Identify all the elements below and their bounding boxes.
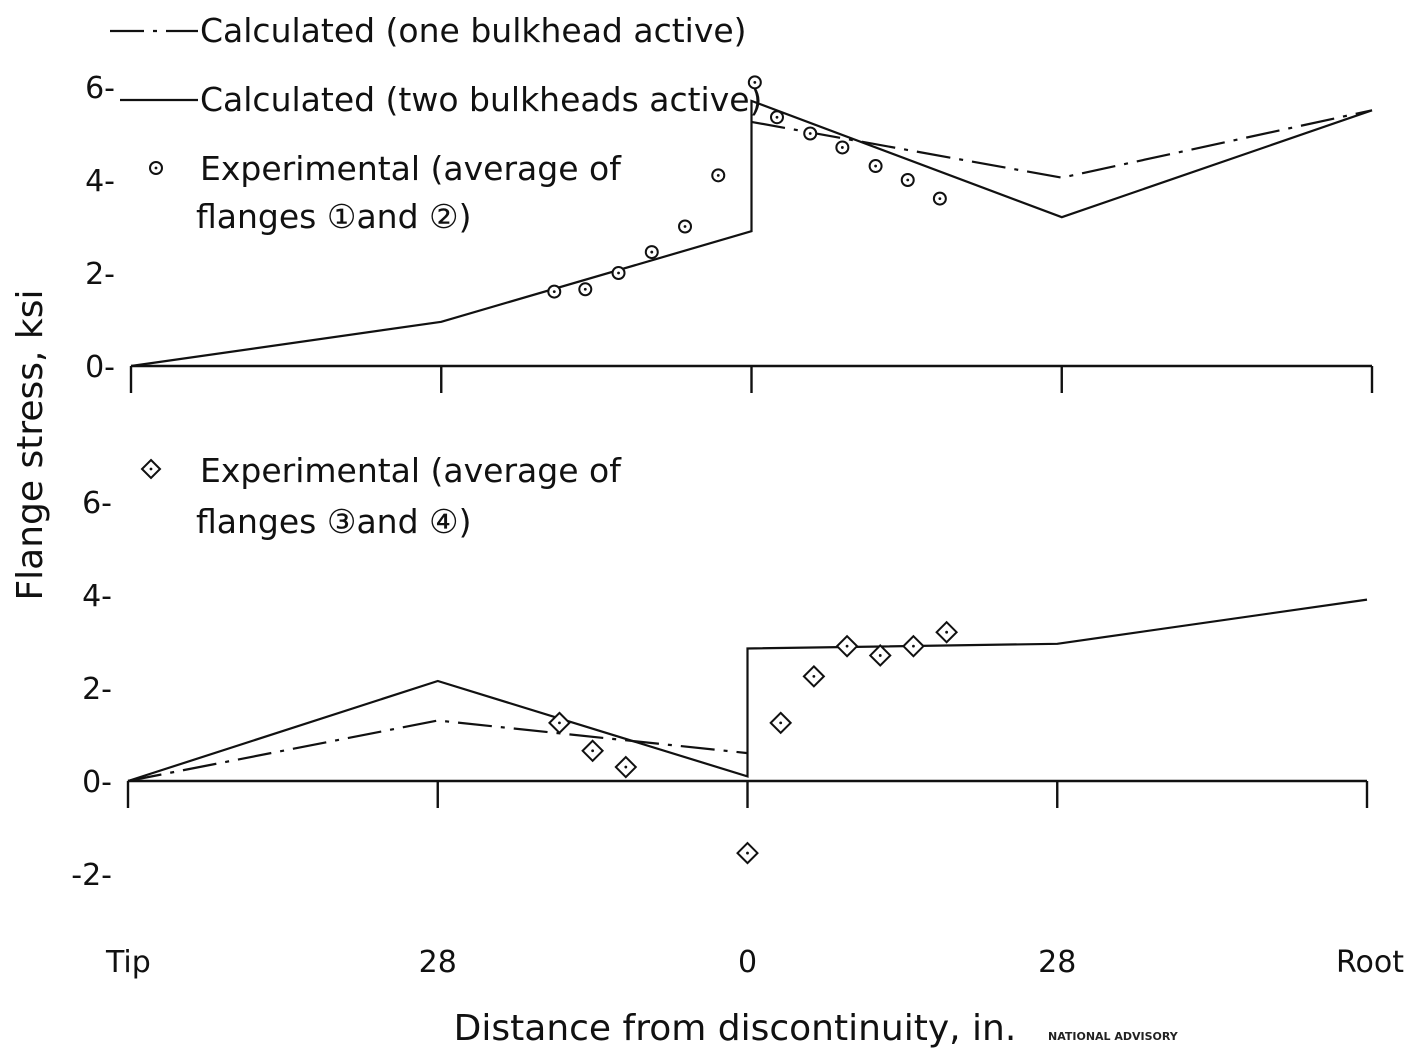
legend: Calculated (one bulkhead active) Calcula…: [110, 11, 762, 541]
lower-exp-point-dot-8: [912, 644, 915, 648]
upper-exp-point-dot-1: [583, 287, 587, 291]
x-tick-label-2: 0: [738, 945, 757, 980]
upper-y-tick-label-3: 6-: [85, 71, 115, 106]
upper-exp-point-dot-5: [716, 173, 720, 177]
upper-exp-point-dot-11: [906, 178, 910, 182]
footer-note: NATIONAL ADVISORY: [1048, 1030, 1179, 1043]
x-tick-label-0: Tip: [105, 945, 151, 980]
upper-exp-point-dot-6: [753, 80, 757, 84]
legend-circle-marker-dot: [154, 166, 158, 170]
x-tick-label-1: 28: [419, 945, 457, 980]
upper-exp-point-dot-10: [874, 164, 877, 168]
upper-panel: 0- 2- 4- 6-: [85, 71, 1374, 393]
lower-exp-point-dot-0: [558, 721, 561, 725]
legend-calc-two-label: Calculated (two bulkheads active): [200, 80, 762, 119]
upper-exp-point-dot-9: [840, 146, 844, 149]
x-axis-title: Distance from discontinuity, in.: [454, 1008, 1017, 1049]
legend-exp-upper-label-2: flanges ①and ②): [196, 197, 471, 236]
x-tick-label-3: 28: [1038, 945, 1076, 980]
lower-y-tick-label-3: 4-: [82, 579, 112, 614]
legend-exp-lower-label-2: flanges ③and ④): [196, 502, 471, 541]
upper-exp-point-dot-4: [683, 225, 687, 228]
lower-exp-point-dot-6: [845, 644, 849, 648]
lower-exp-point-dot-1: [591, 749, 595, 753]
lower-y-tick-label-2: 2-: [82, 672, 112, 707]
lower-y-tick-label-0: -2-: [71, 858, 112, 893]
upper-exp-point-dot-7: [775, 115, 779, 119]
lower-y-tick-label-4: 6-: [82, 486, 112, 521]
lower-exp-point-dot-3: [746, 851, 749, 855]
lower-panel: -2- 0- 2- 4- 6-: [71, 486, 1369, 893]
upper-y-tick-label-2: 4-: [85, 164, 115, 199]
legend-exp-upper-label-1: Experimental (average of: [200, 149, 622, 188]
upper-calc-two-line: [130, 99, 1373, 368]
upper-exp-point-dot-12: [938, 197, 942, 201]
lower-calc-one-line: [127, 719, 748, 783]
legend-exp-lower-label-1: Experimental (average of: [200, 451, 622, 490]
lower-exp-point-dot-9: [945, 630, 949, 634]
x-tick-label-4: Root: [1336, 945, 1404, 980]
x-tick-labels: Tip 28 0 28 Root: [105, 945, 1404, 980]
upper-calc-one-line: [751, 109, 1373, 179]
y-axis-title: Flange stress, ksi: [10, 289, 51, 600]
upper-y-tick-label-1: 2-: [85, 257, 115, 292]
lower-calc-two-line: [127, 598, 1368, 783]
legend-diamond-marker-dot: [149, 467, 153, 471]
upper-exp-point-dot-0: [552, 290, 556, 293]
lower-exp-point-dot-4: [779, 721, 783, 725]
lower-y-tick-label-1: 0-: [82, 765, 112, 800]
upper-y-tick-label-0: 0-: [85, 350, 115, 385]
upper-exp-point-dot-8: [808, 132, 812, 135]
lower-exp-point-dot-2: [624, 765, 628, 769]
upper-exp-point-dot-3: [650, 250, 654, 254]
legend-calc-one-label: Calculated (one bulkhead active): [200, 11, 747, 50]
lower-exp-point-dot-5: [812, 674, 816, 678]
lower-exp-point-dot-7: [878, 654, 882, 657]
upper-exp-point-dot-2: [617, 271, 620, 275]
